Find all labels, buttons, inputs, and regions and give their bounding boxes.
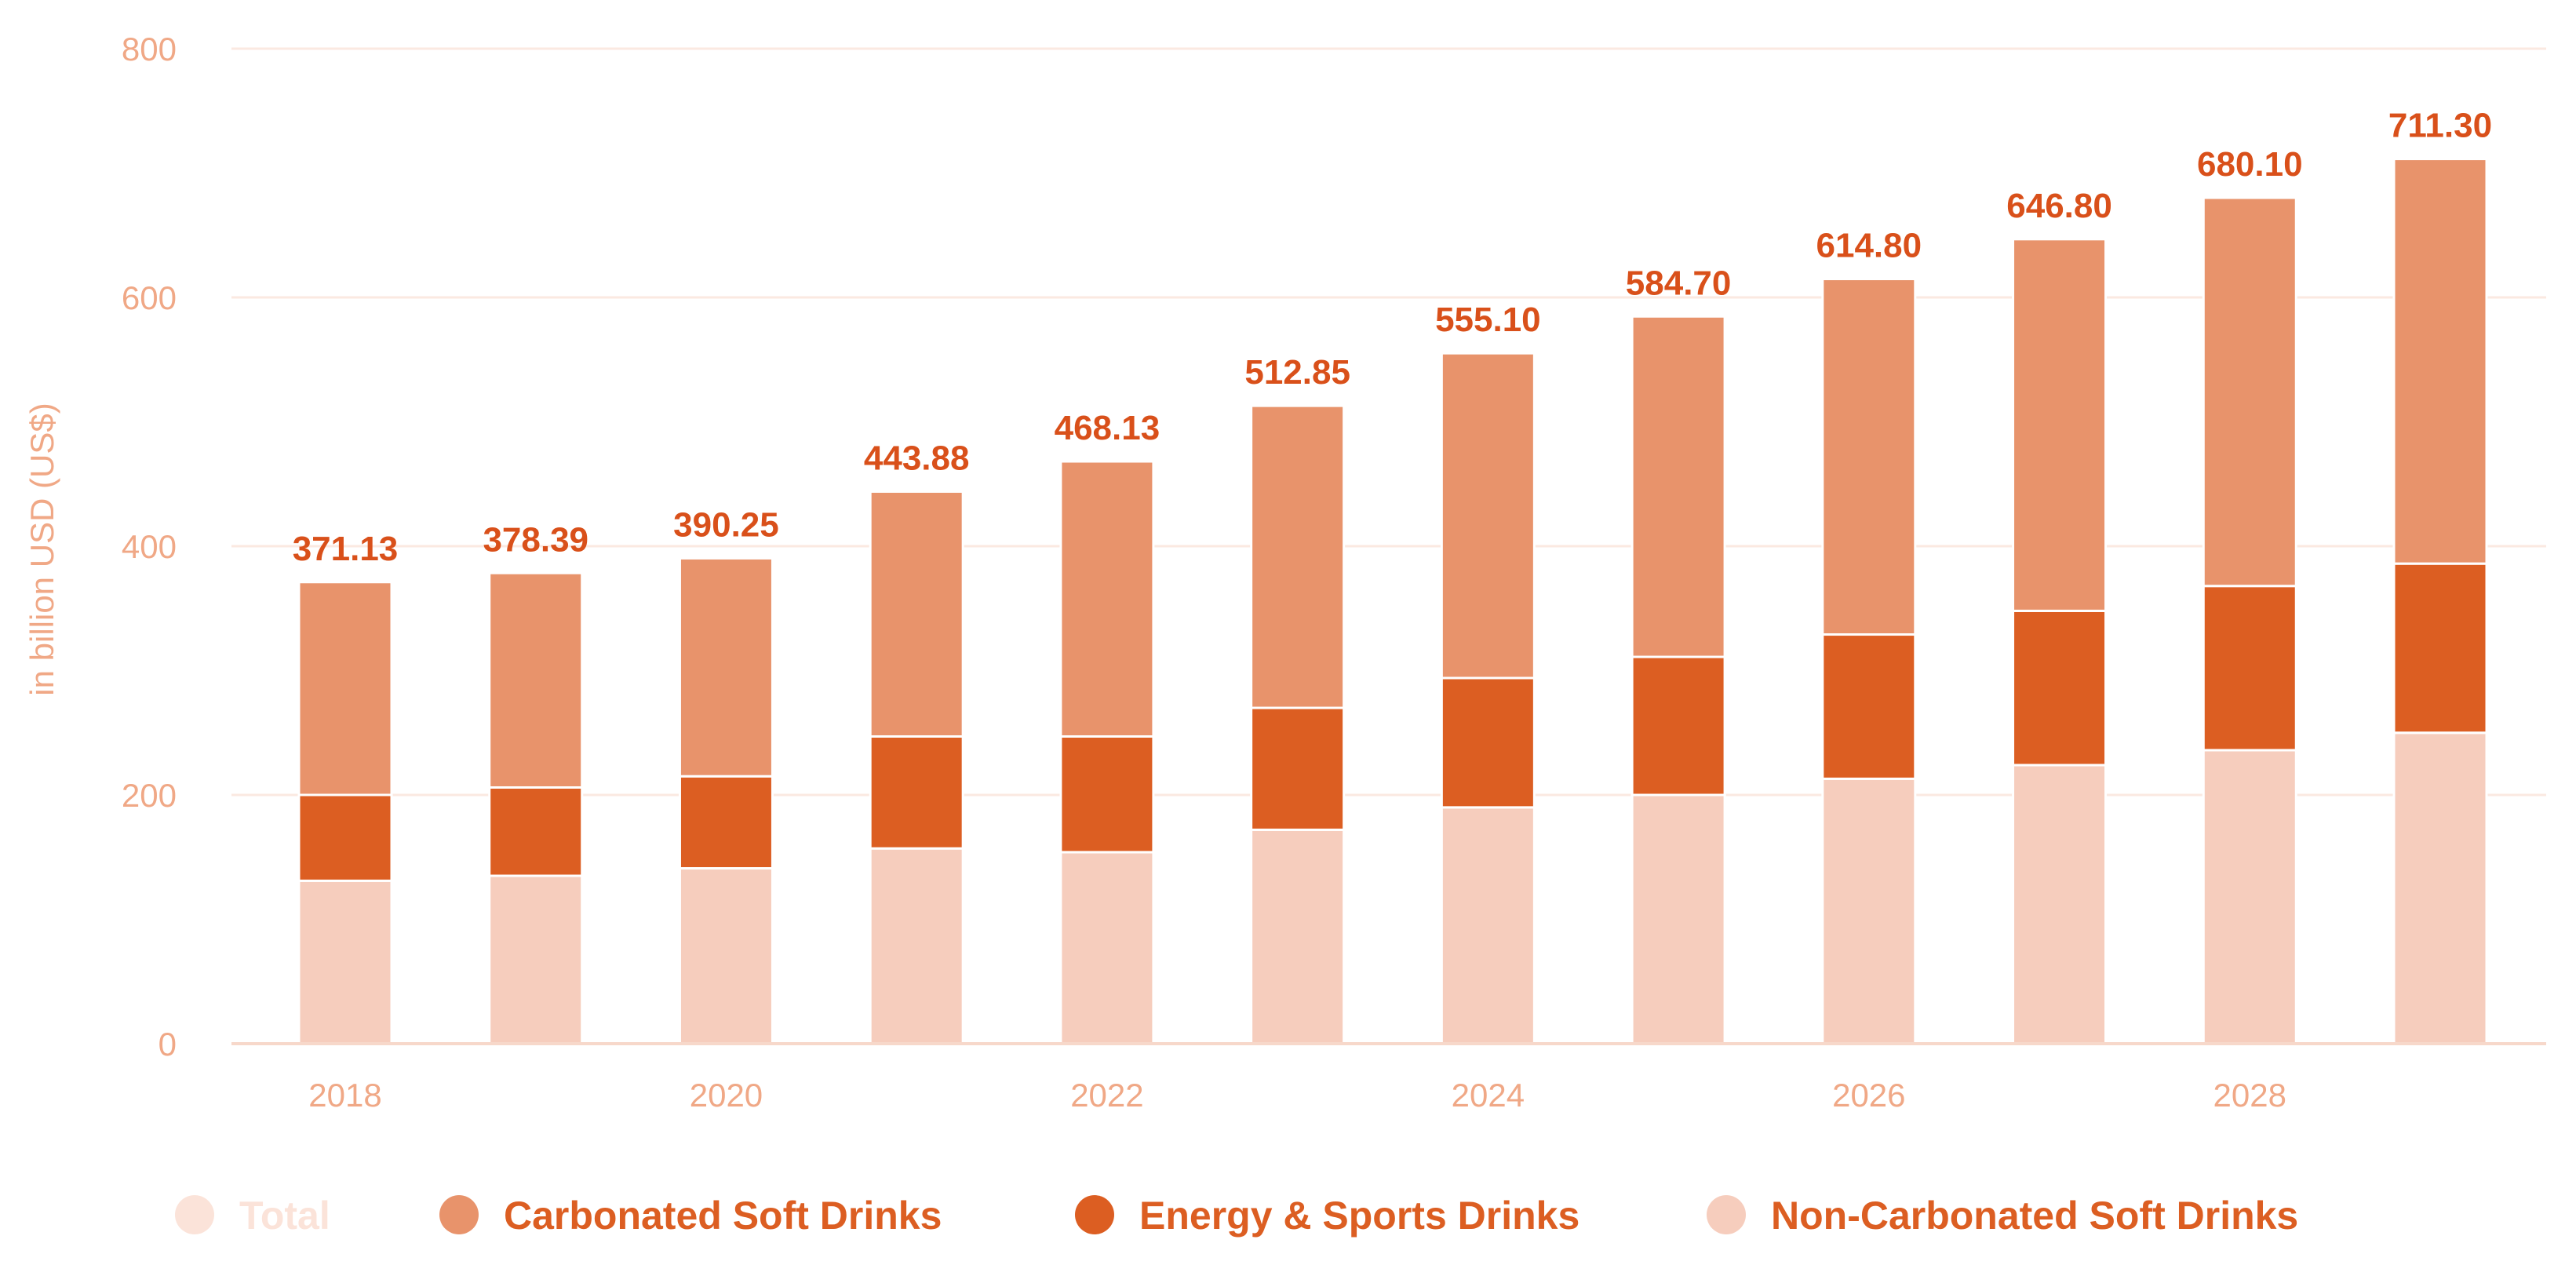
bar-stack-2026 — [1821, 278, 1917, 1045]
total-label: 584.70 — [1626, 264, 1732, 302]
bar-segment-non-carbonated-soft-drinks — [2012, 764, 2108, 1045]
bar-stack-2025 — [1630, 315, 1726, 1045]
y-tick-label: 400 — [122, 528, 177, 565]
y-tick-label: 0 — [158, 1026, 177, 1063]
bar-segment-carbonated-soft-drinks — [2012, 238, 2108, 612]
grid-lines — [231, 47, 2546, 797]
total-label: 390.25 — [673, 505, 779, 544]
bar-segment-energy-sports-drinks — [1630, 655, 1726, 797]
x-tick-label: 2020 — [690, 1077, 763, 1114]
bar-segment-carbonated-soft-drinks — [1630, 315, 1726, 658]
y-tick-label: 200 — [122, 777, 177, 814]
legend-marker — [439, 1195, 479, 1234]
bar-segment-non-carbonated-soft-drinks — [1630, 793, 1726, 1045]
bar-stack-2024 — [1440, 352, 1536, 1045]
bar-stack-2021 — [869, 490, 964, 1045]
bars — [297, 158, 2488, 1045]
bar-segment-energy-sports-drinks — [1059, 735, 1155, 854]
total-label: 555.10 — [1435, 301, 1541, 339]
x-tick-label: 2028 — [2213, 1077, 2286, 1114]
bar-segment-energy-sports-drinks — [869, 735, 964, 850]
bar-segment-energy-sports-drinks — [1250, 706, 1346, 831]
total-label: 443.88 — [864, 439, 970, 477]
bar-segment-energy-sports-drinks — [2392, 562, 2488, 735]
bar-segment-carbonated-soft-drinks — [297, 581, 393, 797]
bar-segment-non-carbonated-soft-drinks — [678, 867, 774, 1045]
bar-segment-non-carbonated-soft-drinks — [297, 879, 393, 1045]
legend-item-non-carbonated-soft-drinks: Non-Carbonated Soft Drinks — [1707, 1194, 2298, 1238]
legend: Total Carbonated Soft Drinks Energy & Spor… — [175, 1194, 2298, 1238]
total-label: 371.13 — [293, 530, 399, 568]
bar-stack-2022 — [1059, 460, 1155, 1045]
bar-segment-carbonated-soft-drinks — [1250, 404, 1346, 709]
bar-segment-non-carbonated-soft-drinks — [1821, 777, 1917, 1045]
total-label: 378.39 — [483, 520, 588, 559]
total-label: 468.13 — [1055, 409, 1160, 447]
legend-marker — [1707, 1195, 1746, 1234]
legend-marker — [1075, 1195, 1114, 1234]
bar-segment-non-carbonated-soft-drinks — [488, 874, 584, 1045]
bar-segment-non-carbonated-soft-drinks — [2202, 749, 2297, 1045]
bar-segment-carbonated-soft-drinks — [678, 556, 774, 778]
bar-segment-energy-sports-drinks — [678, 775, 774, 870]
bar-stack-2018 — [297, 581, 393, 1045]
legend-item-energy-sports-drinks: Energy & Sports Drinks — [1075, 1194, 1579, 1238]
bar-segment-non-carbonated-soft-drinks — [2392, 731, 2488, 1045]
y-tick-label: 600 — [122, 279, 177, 316]
legend-label: Non-Carbonated Soft Drinks — [1771, 1194, 2298, 1238]
total-label: 711.30 — [2388, 107, 2492, 145]
y-tick-label: 800 — [122, 31, 177, 67]
legend-item-carbonated-soft-drinks: Carbonated Soft Drinks — [439, 1194, 942, 1238]
total-label: 680.10 — [2197, 145, 2303, 184]
total-labels: 371.13 378.39 390.25 443.88 468.13 512.85 555.… — [293, 107, 2492, 568]
x-tick-label: 2024 — [1452, 1077, 1525, 1114]
bar-stack-2019 — [488, 571, 584, 1045]
bar-segment-non-carbonated-soft-drinks — [869, 847, 964, 1045]
total-label: 646.80 — [2006, 187, 2112, 225]
x-axis-ticks: 2018 2020 2022 2024 2026 2028 — [308, 1077, 2286, 1114]
x-tick-label: 2026 — [1832, 1077, 1905, 1114]
bar-stack-2029 — [2392, 158, 2488, 1045]
legend-label: Carbonated Soft Drinks — [504, 1194, 942, 1238]
bar-segment-carbonated-soft-drinks — [869, 490, 964, 738]
bar-segment-carbonated-soft-drinks — [1440, 352, 1536, 680]
bar-stack-2027 — [2012, 238, 2108, 1045]
x-tick-label: 2022 — [1070, 1077, 1143, 1114]
bar-segment-non-carbonated-soft-drinks — [1250, 828, 1346, 1045]
bar-segment-non-carbonated-soft-drinks — [1440, 806, 1536, 1045]
bar-stack-2023 — [1250, 404, 1346, 1045]
total-label: 614.80 — [1816, 227, 1922, 265]
bar-segment-carbonated-soft-drinks — [1059, 460, 1155, 738]
legend-marker — [175, 1195, 214, 1234]
bar-segment-carbonated-soft-drinks — [2392, 158, 2488, 565]
bar-segment-energy-sports-drinks — [2012, 609, 2108, 767]
legend-label: Energy & Sports Drinks — [1139, 1194, 1579, 1238]
bar-segment-energy-sports-drinks — [297, 793, 393, 882]
bar-segment-carbonated-soft-drinks — [2202, 196, 2297, 588]
y-axis-ticks: 0 200 400 600 800 — [122, 31, 177, 1063]
bar-segment-carbonated-soft-drinks — [488, 571, 584, 789]
total-label: 512.85 — [1244, 353, 1350, 392]
bar-stack-2020 — [678, 556, 774, 1045]
bar-segment-non-carbonated-soft-drinks — [1059, 851, 1155, 1045]
y-axis-label: in billion USD (US$) — [24, 403, 60, 695]
bar-stack-2028 — [2202, 196, 2297, 1045]
bar-segment-energy-sports-drinks — [1821, 633, 1917, 780]
bar-segment-energy-sports-drinks — [2202, 585, 2297, 752]
legend-label: Total — [239, 1194, 330, 1238]
bar-segment-energy-sports-drinks — [488, 786, 584, 877]
x-tick-label: 2018 — [308, 1077, 381, 1114]
bar-segment-carbonated-soft-drinks — [1821, 278, 1917, 636]
bar-segment-energy-sports-drinks — [1440, 676, 1536, 809]
legend-item-total: Total — [175, 1194, 330, 1238]
